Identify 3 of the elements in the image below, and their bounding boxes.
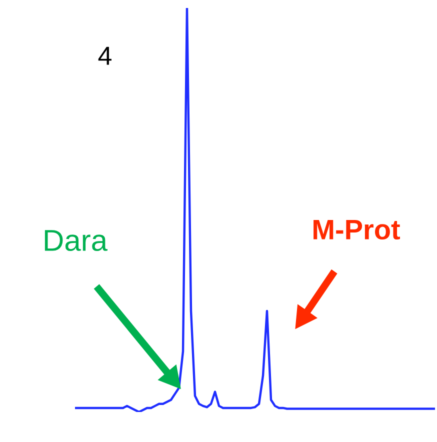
annotation: 4 xyxy=(98,46,112,65)
annotation: M-Prot xyxy=(314,220,400,240)
annotation: Dara xyxy=(44,230,108,252)
